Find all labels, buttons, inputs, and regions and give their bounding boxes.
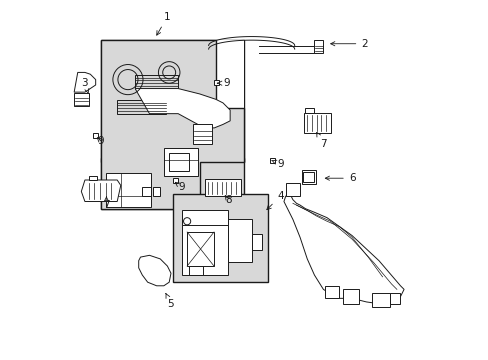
Polygon shape — [135, 89, 230, 128]
Bar — [301, 170, 316, 184]
Polygon shape — [101, 40, 244, 209]
Bar — [172, 194, 267, 282]
Text: 9: 9 — [271, 159, 283, 169]
Bar — [343, 289, 359, 304]
Bar — [251, 234, 262, 250]
Bar — [303, 113, 330, 134]
Bar — [93, 133, 98, 138]
Bar — [192, 125, 212, 144]
Bar — [153, 187, 160, 196]
Bar — [101, 158, 244, 209]
Bar — [305, 108, 314, 113]
Bar — [389, 293, 400, 304]
Bar — [169, 153, 188, 171]
Text: 6: 6 — [325, 173, 355, 183]
Bar — [188, 266, 203, 275]
Text: 9: 9 — [175, 182, 184, 192]
Text: 8: 8 — [224, 195, 231, 205]
Bar — [214, 80, 219, 85]
Text: 2: 2 — [330, 39, 367, 49]
Bar — [163, 148, 198, 176]
Text: 7: 7 — [316, 132, 326, 149]
Bar — [88, 176, 97, 180]
Bar — [173, 178, 178, 183]
Bar — [270, 158, 275, 163]
Polygon shape — [81, 180, 121, 202]
Bar — [187, 232, 214, 266]
Text: 9: 9 — [217, 78, 229, 88]
Polygon shape — [74, 72, 96, 92]
Polygon shape — [139, 255, 171, 286]
Bar — [106, 173, 151, 207]
Bar — [325, 286, 338, 298]
Bar — [135, 75, 178, 89]
Text: 9: 9 — [97, 136, 103, 145]
Bar — [142, 187, 151, 196]
Bar — [199, 40, 244, 162]
Polygon shape — [284, 194, 403, 304]
Text: 1: 1 — [156, 12, 170, 35]
Bar — [182, 212, 228, 275]
Bar — [117, 100, 165, 114]
Bar — [285, 183, 300, 196]
Bar — [101, 40, 244, 162]
Bar — [182, 211, 228, 225]
Bar — [303, 172, 313, 182]
Bar — [204, 179, 241, 196]
Text: 7: 7 — [103, 197, 109, 210]
Bar — [228, 220, 251, 262]
Bar — [371, 293, 389, 307]
Text: 5: 5 — [165, 293, 174, 309]
Bar — [74, 93, 88, 107]
Text: 4: 4 — [266, 191, 283, 210]
Text: 3: 3 — [81, 78, 89, 94]
Bar — [314, 40, 323, 53]
